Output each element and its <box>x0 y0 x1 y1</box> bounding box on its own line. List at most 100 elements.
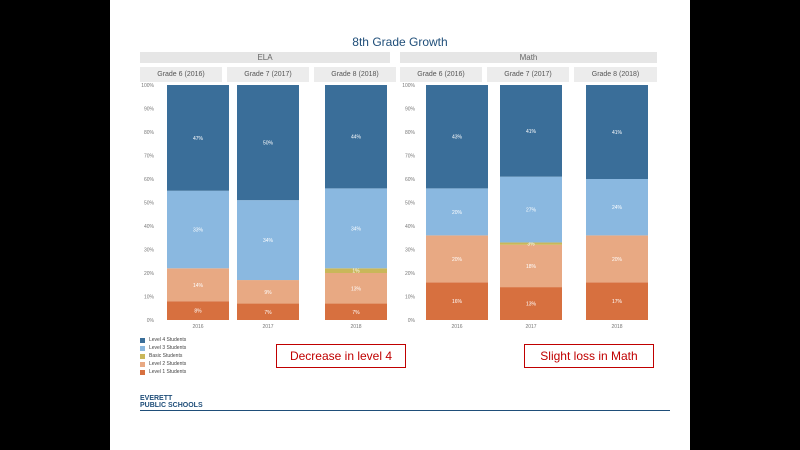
bar-segment-level2 <box>500 244 562 288</box>
stacked-bar-chart: 0% 10% 20% 30% 40% 50% 60% 70% 80% 90% 100% 8% 14% 33… <box>141 83 648 330</box>
x-tick-label: 2018 <box>350 324 361 330</box>
data-label: 7% <box>352 310 360 316</box>
data-label: 9% <box>264 290 272 296</box>
bar-segment-level1 <box>586 282 648 320</box>
legend-item: Level 4 Students <box>140 336 186 344</box>
legend-label: Level 4 Students <box>149 337 187 343</box>
data-label: 3% <box>527 242 535 248</box>
data-label: 24% <box>612 205 623 211</box>
callout-decrease-level4: Decrease in level 4 <box>276 344 406 368</box>
data-label: 8% <box>194 309 202 315</box>
bar-segment-level1 <box>237 303 299 320</box>
bar-segment-level2 <box>325 273 387 304</box>
y-tick-label: 80% <box>405 130 416 136</box>
legend-label: Level 2 Students <box>149 361 187 367</box>
logo-line: EVERETT <box>140 395 173 402</box>
y-tick-label: 20% <box>144 271 155 277</box>
data-label: 14% <box>193 283 204 289</box>
y-tick-label: 100% <box>141 83 154 89</box>
bar-segment-level3 <box>237 200 299 281</box>
y-tick-label: 100% <box>402 83 415 89</box>
data-label: 1% <box>352 269 360 275</box>
bar-segment-level1 <box>426 282 488 320</box>
data-label: 34% <box>263 238 274 244</box>
legend-swatch <box>140 361 145 367</box>
bar-segment-level2 <box>586 235 648 283</box>
data-label: 41% <box>612 130 623 136</box>
footer-divider <box>140 410 670 411</box>
data-label: 17% <box>612 299 623 305</box>
callout-slight-loss-math: Slight loss in Math <box>524 344 654 368</box>
chart-title: 8th Grade Growth <box>352 35 448 49</box>
data-label: 41% <box>526 129 537 135</box>
data-label: 50% <box>263 141 274 147</box>
y-tick-label: 10% <box>144 295 155 301</box>
bar-segment-level2 <box>426 235 488 283</box>
legend-swatch <box>140 353 145 359</box>
legend-label: Level 1 Students <box>149 369 187 375</box>
legend-item: Level 3 Students <box>140 344 186 352</box>
y-tick-label: 90% <box>405 107 416 113</box>
column-header: Grade 6 (2016) <box>400 67 482 82</box>
y-tick-label: 30% <box>405 248 416 254</box>
legend-swatch <box>140 337 145 343</box>
data-label: 34% <box>351 226 362 232</box>
bar-segment-level4 <box>325 85 387 189</box>
bar-segment-level3 <box>325 188 387 269</box>
bar-segment-level3 <box>586 179 648 236</box>
bar-segment-level3 <box>167 190 229 269</box>
y-tick-label: 50% <box>405 201 416 207</box>
data-label: 13% <box>526 302 537 308</box>
bar-segment-level2_5 <box>325 268 387 273</box>
panel-header-ela: ELA <box>140 52 390 63</box>
data-label: 7% <box>264 310 272 316</box>
y-tick-label: 70% <box>405 154 416 160</box>
y-tick-label: 40% <box>405 224 416 230</box>
y-tick-label: 40% <box>144 224 155 230</box>
logo: EVERETT PUBLIC SCHOOLS <box>140 395 203 409</box>
y-tick-label: 60% <box>144 177 155 183</box>
bar-segment-level2 <box>167 268 229 302</box>
bar-segment-level4 <box>426 85 488 189</box>
legend-item: Level 2 Students <box>140 360 186 368</box>
data-label: 20% <box>452 257 463 263</box>
legend-item: Level 1 Students <box>140 368 186 376</box>
data-label: 13% <box>351 286 362 292</box>
data-label: 33% <box>193 228 204 234</box>
data-label: 47% <box>193 136 204 142</box>
y-tick-label: 70% <box>144 154 155 160</box>
x-tick-label: 2016 <box>192 324 203 330</box>
column-header: Grade 7 (2017) <box>227 67 309 82</box>
x-tick-label: 2016 <box>451 324 462 330</box>
bar-segment-level3 <box>426 188 488 236</box>
legend-swatch <box>140 345 145 351</box>
bar-segment-level1 <box>167 301 229 320</box>
bar-segment-level4 <box>500 85 562 177</box>
bar-segment-level3 <box>500 176 562 243</box>
bar-segment-level2 <box>237 280 299 304</box>
data-label: 20% <box>452 210 463 216</box>
legend: Level 4 Students Level 3 Students Basic … <box>140 336 186 376</box>
x-tick-label: 2018 <box>611 324 622 330</box>
y-tick-label: 0% <box>408 318 416 324</box>
legend-swatch <box>140 369 145 375</box>
data-label: 20% <box>612 257 623 263</box>
bar-segment-level4 <box>237 85 299 201</box>
x-tick-label: 2017 <box>262 324 273 330</box>
data-label: 27% <box>526 208 537 214</box>
bar-segment-level1 <box>325 303 387 320</box>
legend-item: Basic Students <box>140 352 186 360</box>
y-tick-label: 60% <box>405 177 416 183</box>
x-tick-label: 2017 <box>525 324 536 330</box>
y-tick-label: 0% <box>147 318 155 324</box>
bar-segment-level4 <box>167 85 229 191</box>
logo-line: PUBLIC SCHOOLS <box>140 402 203 409</box>
column-header: Grade 7 (2017) <box>487 67 569 82</box>
column-header: Grade 8 (2018) <box>314 67 396 82</box>
bar-segment-level2_5 <box>500 242 562 245</box>
data-label: 16% <box>452 299 463 305</box>
y-tick-label: 80% <box>144 130 155 136</box>
data-label: 43% <box>452 135 463 141</box>
column-header: Grade 6 (2016) <box>140 67 222 82</box>
y-tick-label: 30% <box>144 248 155 254</box>
